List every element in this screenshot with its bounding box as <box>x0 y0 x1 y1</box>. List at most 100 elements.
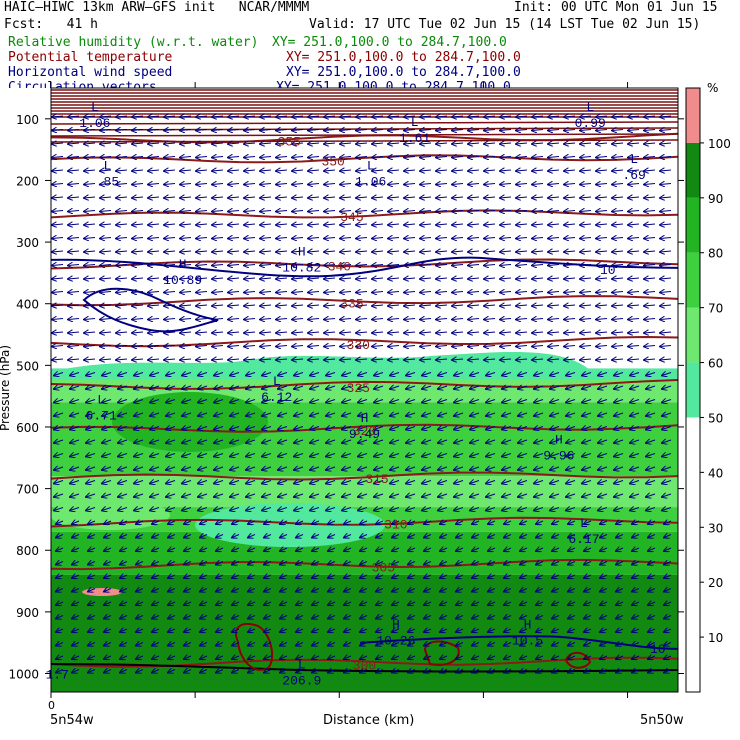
circulation-vector <box>452 265 464 266</box>
circulation-vector <box>582 467 592 470</box>
circulation-vector <box>374 508 384 511</box>
circulation-vector <box>484 116 496 117</box>
circulation-vector <box>262 400 272 403</box>
circulation-vector <box>84 319 96 320</box>
circulation-vector <box>596 251 608 252</box>
circulation-vector <box>340 157 352 158</box>
circulation-vector <box>566 467 576 470</box>
circulation-vector <box>168 521 176 524</box>
circulation-vector <box>164 251 176 252</box>
circulation-vector <box>582 481 592 484</box>
circulation-vector <box>292 116 304 117</box>
circulation-vector <box>484 305 496 306</box>
circulation-vector <box>196 116 208 117</box>
circulation-vector <box>292 157 304 158</box>
circulation-vector <box>404 319 416 320</box>
circulation-vector <box>276 251 288 252</box>
y-tick-label: 500 <box>16 359 39 373</box>
circulation-vector <box>246 413 256 416</box>
circulation-vector <box>518 454 528 457</box>
circulation-vector <box>582 386 592 389</box>
circulation-vector <box>228 238 240 239</box>
circulation-vector <box>580 359 592 360</box>
circulation-vector <box>420 197 432 198</box>
circulation-vector <box>244 211 256 212</box>
circulation-vector <box>436 346 448 347</box>
circulation-vector <box>356 170 368 171</box>
circulation-vector <box>70 400 80 403</box>
circulation-vector <box>118 373 128 376</box>
circulation-vector <box>180 184 192 185</box>
circulation-vector <box>356 211 368 212</box>
circulation-vector <box>116 143 128 144</box>
circulation-vector <box>548 265 560 266</box>
circulation-vector <box>260 346 272 347</box>
circulation-vector <box>260 292 272 293</box>
circulation-vector <box>340 359 352 360</box>
circulation-vector <box>662 440 672 443</box>
circulation-vector <box>68 157 80 158</box>
circulation-vector <box>484 251 496 252</box>
circulation-vector <box>246 440 256 443</box>
circulation-vector <box>198 481 208 484</box>
circulation-vector <box>548 170 560 171</box>
circulation-vector <box>324 116 336 117</box>
circulation-vector <box>212 319 224 320</box>
circulation-vector <box>326 386 336 389</box>
circulation-vector <box>662 454 672 457</box>
circulation-vector <box>534 508 544 511</box>
circulation-vector <box>662 494 672 497</box>
circulation-vector <box>328 548 336 551</box>
extremum-marker: L <box>104 158 112 173</box>
circulation-vector <box>196 224 208 225</box>
circulation-vector <box>548 292 560 293</box>
circulation-vector <box>470 494 480 497</box>
circulation-vector <box>356 197 368 198</box>
circulation-vector <box>372 292 384 293</box>
extremum-marker: H <box>179 257 187 272</box>
colorbar-tick-label: 90 <box>708 192 723 206</box>
circulation-vector <box>72 548 80 551</box>
circulation-vector <box>376 548 384 551</box>
circulation-vector <box>148 170 160 171</box>
circulation-vector <box>516 346 528 347</box>
circulation-vector <box>180 170 192 171</box>
extremum-marker: H <box>392 618 400 633</box>
circulation-vector <box>276 238 288 239</box>
circulation-vector <box>438 427 448 430</box>
circulation-vector <box>70 454 80 457</box>
circulation-vector <box>166 386 176 389</box>
circulation-vector <box>484 332 496 333</box>
circulation-vector <box>294 400 304 403</box>
circulation-vector <box>646 413 656 416</box>
circulation-vector <box>360 535 368 538</box>
circulation-vector <box>182 454 192 457</box>
circulation-vector <box>148 305 160 306</box>
circulation-vector <box>468 251 480 252</box>
circulation-vector <box>230 413 240 416</box>
circulation-vector <box>184 535 192 538</box>
circulation-vector <box>470 400 480 403</box>
circulation-vector <box>198 413 208 416</box>
circulation-vector <box>214 508 224 511</box>
circulation-vector <box>182 386 192 389</box>
circulation-vector <box>308 197 320 198</box>
circulation-vector <box>564 332 576 333</box>
circulation-vector <box>262 508 272 511</box>
circulation-vector <box>548 238 560 239</box>
circulation-vector <box>132 116 144 117</box>
circulation-vector <box>390 386 400 389</box>
circulation-vector <box>420 332 432 333</box>
circulation-vector <box>660 278 672 279</box>
circulation-vector <box>646 494 656 497</box>
circulation-vector <box>548 130 560 131</box>
circulation-vector <box>520 521 528 524</box>
circulation-vector <box>52 197 64 198</box>
circulation-vector <box>292 184 304 185</box>
circulation-vector <box>550 413 560 416</box>
circulation-vector <box>534 440 544 443</box>
circulation-vector <box>548 332 560 333</box>
circulation-vector <box>564 238 576 239</box>
circulation-vector <box>200 548 208 551</box>
